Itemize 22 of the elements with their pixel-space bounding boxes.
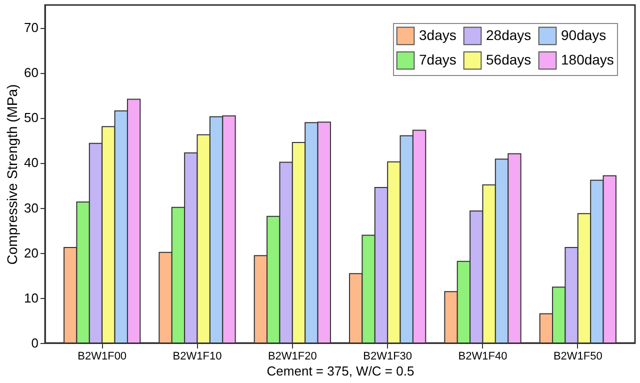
y-tick-label: 0	[31, 336, 38, 350]
y-tick-label: 70	[24, 20, 38, 36]
x-tick-label: B2W1F20	[268, 350, 317, 362]
legend-label: 3days	[419, 26, 456, 43]
legend-label: 56days	[486, 52, 532, 68]
y-tick-label: 40	[24, 155, 38, 170]
legend-label: 28days	[486, 26, 532, 43]
y-tick-label: 30	[24, 200, 38, 216]
x-tick-label: B2W1F50	[553, 350, 602, 362]
y-tick-label: 50	[24, 110, 38, 126]
x-tick-label: B2W1F40	[458, 350, 508, 362]
x-tick-label: B2W1F00	[78, 350, 127, 362]
legend-label: 180days	[561, 52, 614, 68]
x-axis-title: Cement = 375, W/C = 0.5	[266, 364, 414, 378]
y-tick-label: 10	[24, 290, 38, 306]
y-axis-title: Compressive Strength (MPa)	[4, 84, 20, 265]
x-tick-label: B2W1F30	[363, 350, 412, 362]
y-tick-label: 60	[24, 65, 38, 80]
y-tick-label: 20	[24, 245, 38, 260]
legend-label: 7days	[419, 52, 456, 68]
legend-label: 90days	[561, 26, 606, 43]
x-tick-label: B2W1F10	[172, 350, 222, 362]
